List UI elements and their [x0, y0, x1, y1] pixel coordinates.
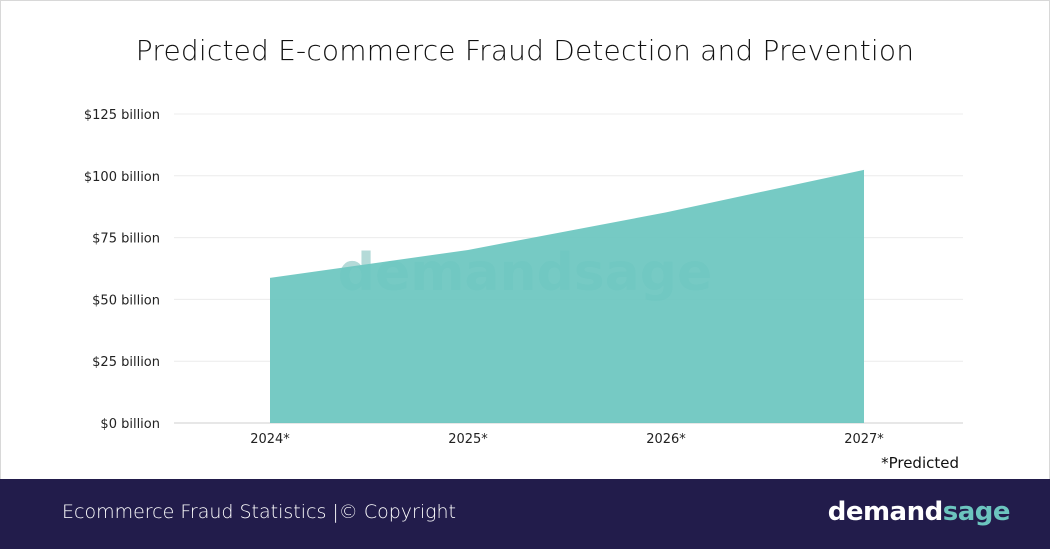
y-tick-label: $100 billion — [84, 170, 160, 185]
y-tick-label: $25 billion — [92, 355, 160, 370]
footer: Ecommerce Fraud Statistics |© Copyright … — [0, 479, 1050, 549]
footer-text: Ecommerce Fraud Statistics |© Copyright — [62, 501, 457, 523]
y-tick-label: $75 billion — [92, 232, 160, 247]
x-tick-label: 2026* — [646, 432, 686, 447]
y-tick-label: $0 billion — [100, 417, 160, 432]
area-chart: $0 billion $25 billion $50 billion $75 bill… — [84, 108, 963, 447]
y-tick-label: $50 billion — [92, 293, 160, 308]
logo-part-1: demand — [827, 497, 944, 527]
logo-part-2: sage — [942, 497, 1011, 527]
x-tick-label: 2025* — [448, 432, 488, 447]
area-series — [270, 169, 864, 423]
demandsage-logo: demandsage — [827, 497, 1011, 527]
predicted-note: *Predicted — [881, 454, 959, 472]
y-tick-label: $125 billion — [84, 108, 160, 123]
x-tick-label: 2027* — [844, 432, 884, 447]
x-tick-label: 2024* — [250, 432, 290, 447]
chart-title: Predicted E-commerce Fraud Detection and… — [135, 34, 915, 67]
